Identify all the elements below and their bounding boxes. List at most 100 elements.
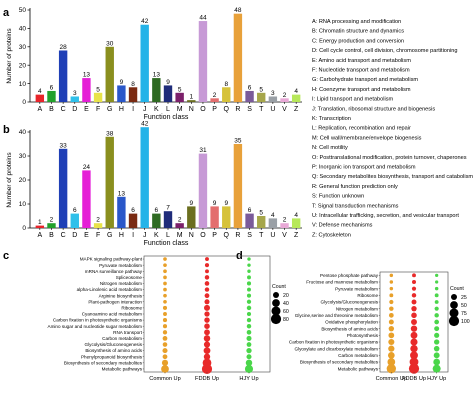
bubble-3-2 [247, 275, 251, 280]
bar-value-label: 2 [50, 217, 54, 224]
bar-B [47, 90, 56, 102]
bar-J [140, 127, 149, 228]
panel-label-c: c [3, 250, 9, 262]
pathway-label: Biosynthesis of secondary metabolites [300, 360, 379, 365]
x-tick-label: S [247, 106, 252, 113]
size-legend-dot [448, 315, 460, 327]
x-tick-label: E [84, 106, 89, 113]
legend-item: F: Nucleotide transport and metabolism [312, 68, 410, 74]
pathway-label: Pyruvate metabolism [99, 263, 142, 268]
bar-value-label: 9 [166, 79, 170, 86]
bar-C [58, 148, 68, 228]
x-tick-label: O [200, 106, 206, 113]
bubble-4-1 [411, 299, 417, 305]
pathway-label: Amino sugar and nucleotide sugar metabol… [48, 324, 143, 329]
bar-value-label: 42 [141, 18, 149, 25]
bar-value-label: 5 [96, 86, 100, 93]
bubble-14-1 [408, 363, 420, 374]
pathway-label: RNA transport [113, 330, 143, 335]
bubble-17-0 [161, 359, 169, 366]
bubble-15-2 [246, 347, 252, 354]
x-tick-label: M [177, 232, 183, 239]
bar-value-label: 8 [131, 81, 135, 88]
legend-item: Z: Cytoskeleton [312, 232, 351, 238]
size-legend-dot [270, 313, 282, 325]
bubble-6-2 [246, 293, 252, 298]
bubble-16-2 [246, 354, 252, 360]
pathway-label: Photosynthesis [347, 333, 379, 338]
bar-S [245, 213, 254, 228]
bar-value-label: 9 [224, 200, 228, 207]
bubble-12-2 [246, 330, 252, 335]
legend-item: O: Posttranslational modification, prote… [312, 155, 467, 161]
bubble-6-2 [434, 313, 439, 318]
bubble-9-2 [434, 332, 440, 338]
bubble-3-0 [163, 275, 167, 280]
y-tick-label: 0 [22, 225, 26, 232]
bar-D [70, 96, 79, 102]
y-tick-label: 30 [19, 44, 27, 51]
x-tick-label: E [84, 232, 89, 239]
x-axis-label: Function class [144, 240, 189, 247]
x-tick-label: C [61, 106, 66, 113]
bar-V [280, 98, 289, 102]
x-tick-label: B [49, 232, 54, 239]
bubble-3-2 [434, 293, 439, 298]
bubble-10-0 [162, 318, 168, 323]
pathway-label: Biosynthesis of amino acids [85, 348, 142, 353]
bubble-1-1 [204, 263, 210, 268]
x-tick-label: I [132, 106, 134, 113]
bubble-7-0 [163, 299, 167, 304]
bar-M [175, 92, 184, 102]
bar-value-label: 30 [106, 40, 114, 47]
pathway-label: Ribosome [357, 293, 378, 298]
bar-value-label: 38 [106, 130, 114, 137]
bar-value-label: 28 [60, 44, 68, 51]
bar-value-label: 5 [259, 86, 263, 93]
bar-value-label: 3 [271, 90, 275, 97]
bubble-0-1 [412, 273, 416, 278]
x-tick-label: V [282, 232, 287, 239]
x-tick-label: A [37, 106, 42, 113]
bar-value-label: 4 [294, 212, 298, 219]
bar-H [117, 196, 126, 228]
bar-M [175, 223, 184, 228]
size-legend-label: 20 [283, 293, 289, 299]
function-class-legend: A: RNA processing and modification B: Chr… [312, 19, 473, 238]
bubble-11-2 [246, 323, 252, 329]
x-tick-label: Q [224, 232, 230, 239]
y-tick-label: 40 [19, 26, 27, 33]
bubble-10-1 [410, 338, 418, 346]
bar-K [152, 213, 161, 228]
bubble-12-1 [410, 351, 418, 360]
pathway-label: Pyruvate metabolism [335, 286, 378, 291]
bar-S [245, 90, 254, 102]
bubble-14-0 [162, 342, 168, 347]
legend-item: U: Intracellular trafficking, secretion,… [312, 213, 459, 219]
bar-C [58, 50, 68, 102]
bubble-12-0 [162, 330, 168, 335]
x-tick-label: N [189, 106, 194, 113]
x-tick-label: I [132, 232, 134, 239]
bar-value-label: 6 [50, 84, 54, 91]
x-tick-label: D [72, 232, 77, 239]
bubble-3-1 [204, 275, 210, 280]
bubble-14-2 [432, 364, 441, 373]
bar-Q [222, 206, 231, 228]
x-tick-label: D [72, 106, 77, 113]
bar-Z [291, 94, 301, 102]
x-tick-label: S [247, 232, 252, 239]
x-tick-label: P [212, 232, 217, 239]
bar-F [93, 92, 103, 102]
bar-value-label: 4 [38, 88, 42, 95]
bubble-13-2 [246, 335, 252, 341]
bubble-3-0 [389, 293, 394, 298]
x-tick-label: N [189, 232, 194, 239]
bar-value-label: 6 [248, 84, 252, 91]
bubble-7-2 [246, 299, 252, 304]
pathway-label: Biosynthesis of secondary metabolites [64, 360, 143, 365]
bar-E [82, 170, 91, 228]
bar-L [163, 85, 173, 102]
bar-value-label: 24 [83, 164, 91, 171]
